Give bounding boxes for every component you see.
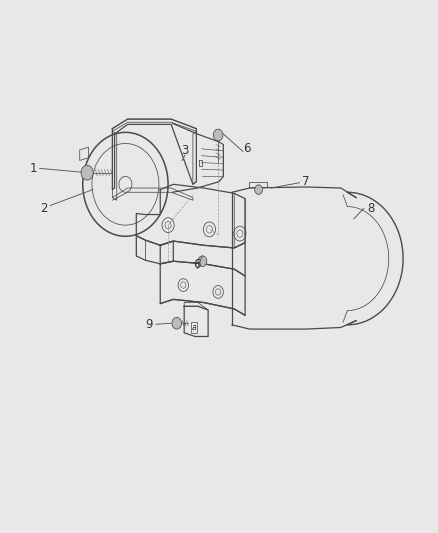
Text: 3: 3 <box>181 144 189 157</box>
Circle shape <box>198 256 207 266</box>
Text: 6: 6 <box>194 258 201 271</box>
Text: 7: 7 <box>302 175 310 188</box>
Text: 8: 8 <box>367 201 374 215</box>
Circle shape <box>254 185 262 195</box>
Text: 1: 1 <box>30 162 37 175</box>
Text: 6: 6 <box>244 142 251 155</box>
Text: 2: 2 <box>40 201 48 215</box>
Text: 9: 9 <box>145 318 153 332</box>
Text: a: a <box>192 323 197 332</box>
Circle shape <box>81 165 93 180</box>
Circle shape <box>213 129 223 141</box>
Circle shape <box>172 317 182 329</box>
